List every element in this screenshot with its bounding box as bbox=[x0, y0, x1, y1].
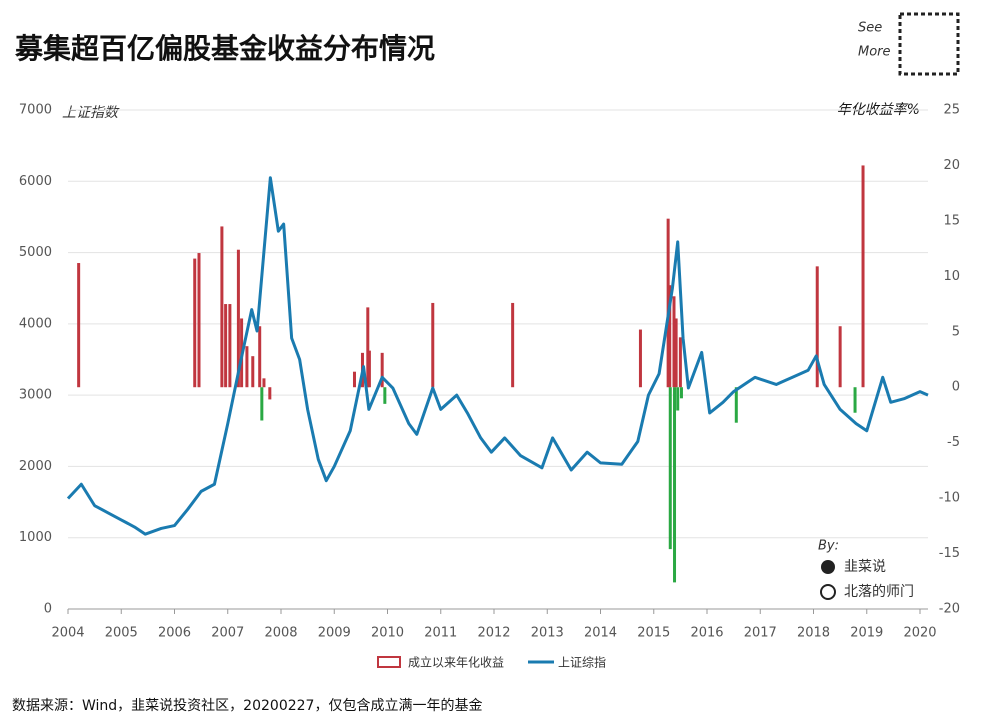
y-tick-label: 4000 bbox=[19, 316, 52, 331]
bar bbox=[679, 387, 683, 399]
qr-code bbox=[898, 12, 960, 76]
source-note: 数据来源：Wind，韭菜说投资社区，20200227，仅包含成立满一年的基金 bbox=[12, 697, 482, 714]
bar bbox=[383, 387, 387, 404]
bar bbox=[197, 253, 201, 388]
bar bbox=[228, 304, 232, 388]
bar bbox=[678, 337, 682, 388]
bar bbox=[815, 266, 819, 388]
x-tick-label: 2018 bbox=[797, 626, 830, 641]
y2-tick-label: -10 bbox=[939, 491, 960, 506]
bar bbox=[260, 387, 264, 421]
legend-swatch bbox=[377, 656, 401, 668]
x-tick-label: 2013 bbox=[531, 626, 564, 641]
y2-tick-label: 10 bbox=[943, 269, 960, 284]
bar bbox=[224, 304, 228, 388]
x-tick-label: 2007 bbox=[211, 626, 244, 641]
x-tick-label: 2008 bbox=[264, 626, 297, 641]
bar bbox=[77, 263, 81, 388]
x-tick-label: 2016 bbox=[690, 626, 723, 641]
bar bbox=[236, 249, 240, 388]
bar bbox=[245, 346, 249, 388]
x-tick-label: 2010 bbox=[371, 626, 404, 641]
x-tick-label: 2005 bbox=[105, 626, 138, 641]
annotation: More bbox=[858, 45, 891, 60]
y2-tick-label: 15 bbox=[943, 213, 960, 228]
y-axis-label: 上证指数 bbox=[62, 105, 120, 121]
x-tick-label: 2009 bbox=[318, 626, 351, 641]
bar bbox=[668, 387, 672, 550]
bar bbox=[262, 378, 266, 388]
x-tick-label: 2020 bbox=[903, 626, 936, 641]
bar bbox=[668, 285, 672, 388]
x-tick-label: 2011 bbox=[424, 626, 457, 641]
bar bbox=[268, 387, 272, 400]
bar bbox=[838, 326, 842, 388]
bar bbox=[380, 352, 384, 388]
bar bbox=[674, 318, 678, 388]
x-tick-label: 2015 bbox=[637, 626, 670, 641]
bar bbox=[366, 307, 370, 388]
bar bbox=[861, 165, 865, 388]
y-tick-label: 0 bbox=[44, 602, 52, 617]
bar bbox=[220, 226, 224, 388]
annotation: 韭菜说 bbox=[844, 559, 886, 575]
y2-tick-label: 5 bbox=[952, 324, 960, 339]
annotation: See bbox=[858, 21, 882, 36]
bar bbox=[511, 302, 515, 388]
bar bbox=[251, 356, 255, 388]
y2-tick-label: -20 bbox=[939, 602, 960, 617]
y-tick-label: 7000 bbox=[19, 103, 52, 118]
y2-tick-label: 25 bbox=[943, 103, 960, 118]
chart-title: 募集超百亿偏股基金收益分布情况 bbox=[14, 32, 435, 65]
bar bbox=[367, 350, 371, 388]
y2-tick-label: 0 bbox=[952, 380, 960, 395]
annotation: By: bbox=[818, 539, 839, 554]
y2-tick-label: -5 bbox=[947, 435, 960, 450]
legend-label: 上证综指 bbox=[558, 655, 606, 670]
x-tick-label: 2019 bbox=[850, 626, 883, 641]
annotation: 北落的师门 bbox=[844, 584, 914, 600]
bar bbox=[734, 387, 738, 423]
y2-tick-label: -15 bbox=[939, 546, 960, 561]
bar bbox=[666, 218, 670, 388]
bar bbox=[672, 296, 676, 388]
bar bbox=[673, 387, 677, 583]
bar bbox=[431, 302, 435, 388]
bar bbox=[676, 387, 680, 411]
weibo-icon bbox=[820, 584, 836, 600]
y-tick-label: 1000 bbox=[19, 530, 52, 545]
bar bbox=[258, 326, 262, 388]
y-tick-label: 5000 bbox=[19, 245, 52, 260]
y-tick-label: 6000 bbox=[19, 174, 52, 189]
y-tick-label: 2000 bbox=[19, 459, 52, 474]
wechat-icon bbox=[821, 560, 835, 574]
x-tick-label: 2012 bbox=[477, 626, 510, 641]
x-tick-label: 2006 bbox=[158, 626, 191, 641]
bar bbox=[638, 329, 642, 388]
y2-tick-label: 20 bbox=[943, 158, 960, 173]
x-tick-label: 2014 bbox=[584, 626, 617, 641]
bar bbox=[193, 258, 197, 388]
y-tick-label: 3000 bbox=[19, 388, 52, 403]
x-tick-label: 2004 bbox=[51, 626, 84, 641]
bar bbox=[853, 387, 857, 413]
x-tick-label: 2017 bbox=[744, 626, 777, 641]
bar bbox=[352, 371, 356, 388]
line bbox=[66, 176, 929, 536]
legend-label: 成立以来年化收益 bbox=[408, 655, 504, 670]
